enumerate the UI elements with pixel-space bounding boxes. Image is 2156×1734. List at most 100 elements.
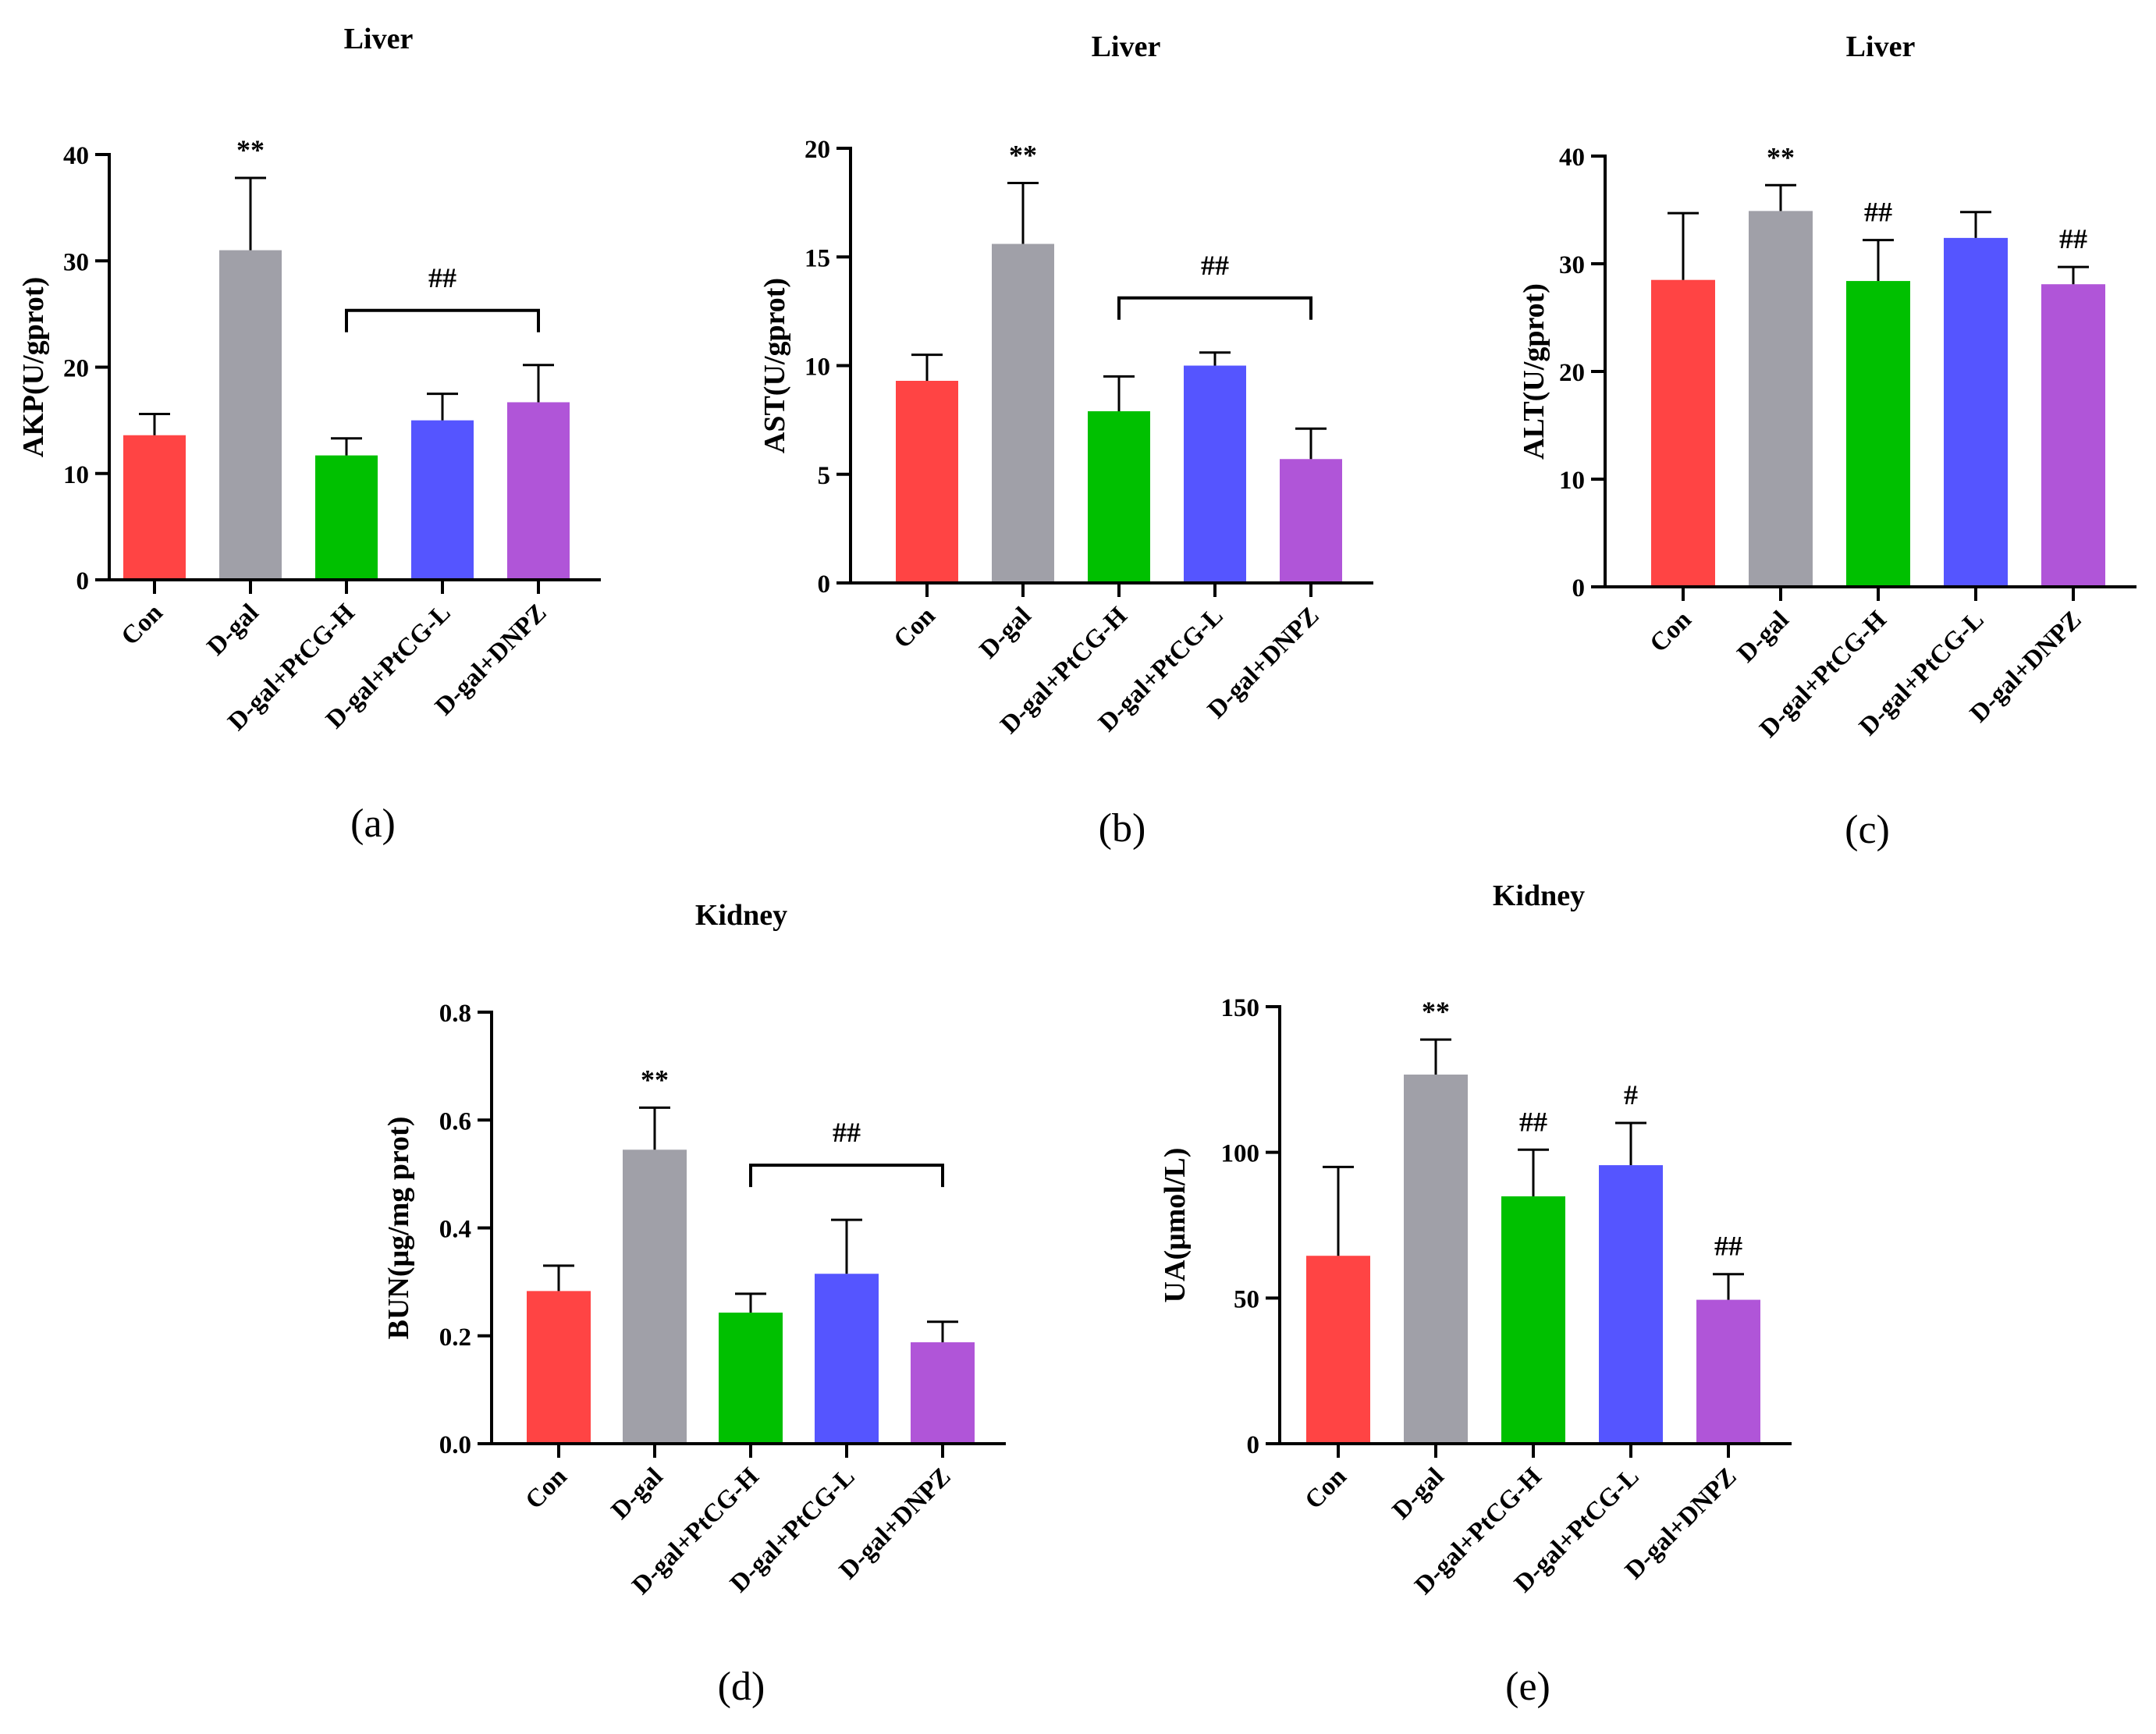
- x-tick-label: Con: [116, 599, 169, 651]
- bar-1: [896, 380, 958, 583]
- error-bar-1: [911, 354, 943, 381]
- x-tick-label: D-gal: [606, 1462, 669, 1525]
- significance-marker: ##: [1519, 1106, 1547, 1137]
- comparison-bracket: ##: [749, 1117, 944, 1188]
- y-tick-label: 30: [1559, 251, 1585, 279]
- panel-label: (c): [1845, 808, 1890, 852]
- y-axis-label: AKP(U/gprot): [17, 277, 50, 458]
- x-tick-label: D-gal: [975, 602, 1037, 664]
- bar-3: [1088, 410, 1150, 583]
- error-bar-5: [927, 1320, 958, 1343]
- bar-2: [1749, 211, 1813, 587]
- chart-title: Liver: [344, 23, 414, 55]
- chart-title: Liver: [1846, 30, 1916, 63]
- y-tick-label: 10: [805, 354, 830, 382]
- x-tick-label: D-gal: [202, 599, 265, 661]
- x-tick-label: D-gal: [1387, 1462, 1450, 1525]
- y-tick-label: 5: [818, 462, 831, 490]
- error-bar-2: [1420, 1038, 1451, 1075]
- significance-marker: **: [641, 1064, 669, 1095]
- bar-5: [1280, 459, 1342, 583]
- bar-3: [1846, 281, 1910, 587]
- chart-title: Liver: [1092, 30, 1161, 63]
- chart-title: Kidney: [695, 899, 787, 932]
- error-bar-4: [1199, 351, 1231, 366]
- comparison-bracket: ##: [345, 262, 540, 332]
- y-tick-label: 0: [1247, 1431, 1260, 1459]
- bar-4: [411, 420, 474, 580]
- y-tick-label: 10: [63, 461, 89, 489]
- error-bar-1: [139, 412, 170, 435]
- y-tick-label: 30: [63, 248, 89, 276]
- y-tick-label: 40: [63, 142, 89, 170]
- error-bar-4: [427, 393, 458, 421]
- chart-title: Kidney: [1493, 879, 1585, 912]
- error-bar-3: [1863, 239, 1894, 282]
- bar-4: [815, 1274, 879, 1444]
- bar-3: [719, 1313, 783, 1444]
- error-bar-4: [1615, 1121, 1646, 1166]
- bracket-label: ##: [1201, 250, 1229, 281]
- panel-label: (e): [1505, 1665, 1550, 1709]
- significance-marker: #: [1624, 1079, 1638, 1110]
- bar-2: [219, 250, 282, 580]
- bar-2: [992, 243, 1054, 583]
- y-tick-label: 20: [805, 136, 830, 164]
- panel-label: (d): [718, 1665, 765, 1709]
- bar-5: [911, 1342, 975, 1444]
- significance-marker: ##: [1714, 1231, 1742, 1262]
- bar-4: [1599, 1165, 1663, 1444]
- y-axis-label: UA(μmol/L): [1159, 1148, 1192, 1303]
- error-bar-5: [523, 364, 554, 403]
- error-bar-4: [831, 1218, 862, 1274]
- y-tick-label: 150: [1221, 994, 1260, 1022]
- y-tick-label: 0: [76, 567, 90, 595]
- bar-3: [315, 455, 378, 580]
- error-bar-5: [1713, 1273, 1744, 1300]
- error-bar-2: [1007, 182, 1039, 244]
- y-tick-label: 20: [1559, 359, 1585, 387]
- x-tick-label: D-gal: [1732, 606, 1795, 668]
- bar-4: [1184, 365, 1246, 583]
- error-bar-1: [543, 1264, 574, 1292]
- bar-1: [1651, 279, 1715, 587]
- bar-5: [1696, 1299, 1760, 1444]
- error-bar-3: [735, 1292, 766, 1313]
- bar-1: [527, 1291, 591, 1444]
- error-bar-1: [1668, 211, 1699, 280]
- bracket-label: ##: [833, 1117, 861, 1148]
- y-tick-label: 0.4: [439, 1216, 471, 1244]
- error-bar-2: [639, 1106, 670, 1150]
- bar-4: [1944, 237, 2008, 587]
- error-bar-2: [1765, 183, 1796, 211]
- bracket-label: ##: [428, 262, 456, 293]
- panel-label: (b): [1099, 806, 1146, 851]
- significance-marker: **: [1009, 140, 1037, 171]
- y-tick-label: 0.0: [439, 1431, 471, 1459]
- error-bar-5: [2058, 265, 2089, 285]
- bar-2: [623, 1149, 687, 1444]
- error-bar-3: [331, 437, 362, 456]
- y-tick-label: 10: [1559, 467, 1585, 495]
- significance-marker: ##: [2059, 223, 2087, 254]
- error-bar-3: [1103, 375, 1135, 411]
- y-axis-label: ALT(U/gprot): [1518, 283, 1550, 460]
- y-tick-label: 0.6: [439, 1107, 471, 1135]
- bar-5: [507, 402, 570, 580]
- y-tick-label: 0: [1572, 574, 1586, 602]
- y-tick-label: 0: [818, 570, 831, 599]
- x-tick-label: Con: [1300, 1462, 1352, 1515]
- x-tick-label: Con: [520, 1462, 573, 1515]
- bar-1: [123, 435, 186, 580]
- y-tick-label: 15: [805, 244, 830, 272]
- significance-marker: **: [1767, 141, 1795, 172]
- error-bar-5: [1295, 427, 1327, 460]
- error-bar-1: [1323, 1165, 1354, 1256]
- panel-label: (a): [350, 801, 396, 846]
- y-tick-label: 0.2: [439, 1324, 471, 1352]
- y-axis-label: BUN(μg/mg prot): [382, 1117, 415, 1340]
